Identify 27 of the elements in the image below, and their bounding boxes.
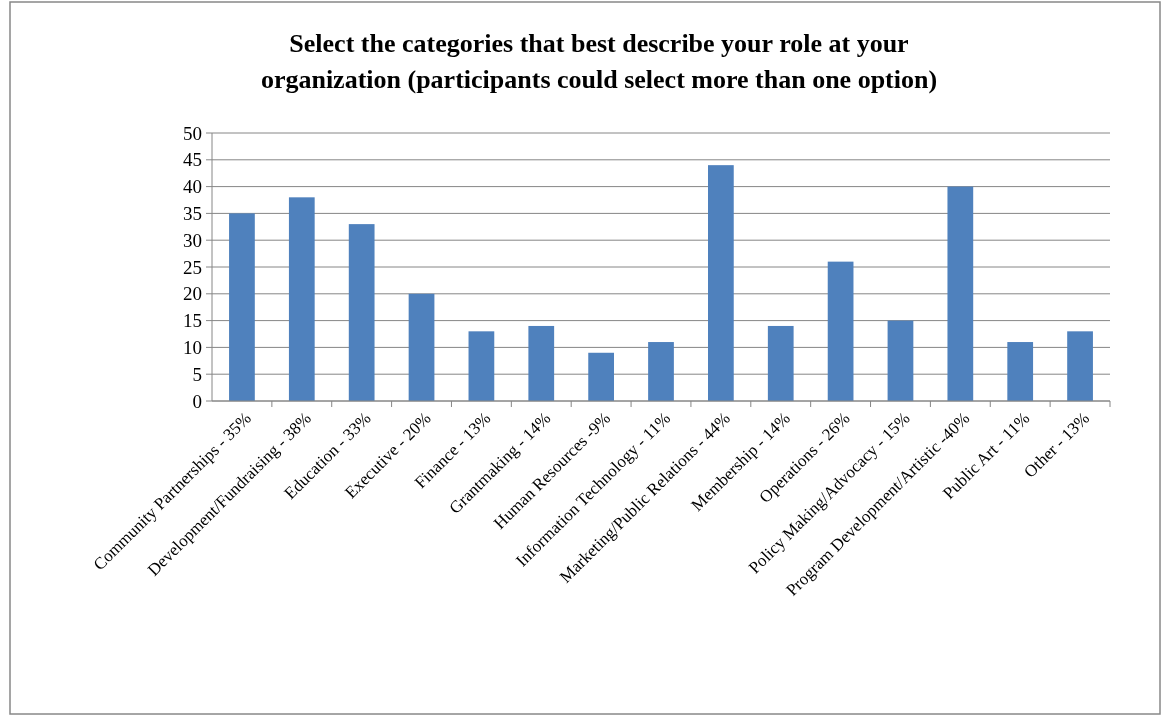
y-tick-label: 45	[183, 149, 202, 171]
bar	[1067, 331, 1093, 401]
y-tick-label: 30	[183, 229, 202, 251]
y-tick-label: 10	[183, 337, 202, 359]
y-tick-label: 15	[183, 310, 202, 332]
bar	[947, 186, 974, 401]
bar	[648, 342, 674, 401]
y-tick-label: 25	[183, 256, 202, 278]
bar	[1007, 342, 1034, 401]
bar	[767, 325, 794, 401]
bar	[887, 320, 914, 401]
bar	[588, 352, 614, 401]
bar	[468, 331, 495, 401]
bar	[827, 261, 854, 401]
bar	[408, 293, 435, 401]
y-tick-label: 40	[183, 176, 202, 198]
bar	[348, 224, 375, 401]
chart-title: Select the categories that best describe your role at your organization (participants could select more than one option)	[260, 29, 938, 94]
y-tick-label: 0	[192, 390, 202, 412]
y-tick-label: 50	[183, 122, 202, 144]
y-tick-label: 35	[183, 203, 202, 225]
bar	[528, 325, 555, 401]
bar	[708, 165, 734, 401]
y-tick-label: 5	[192, 363, 202, 385]
bar	[229, 213, 255, 401]
y-tick-label: 20	[183, 283, 202, 305]
bar	[288, 197, 315, 401]
